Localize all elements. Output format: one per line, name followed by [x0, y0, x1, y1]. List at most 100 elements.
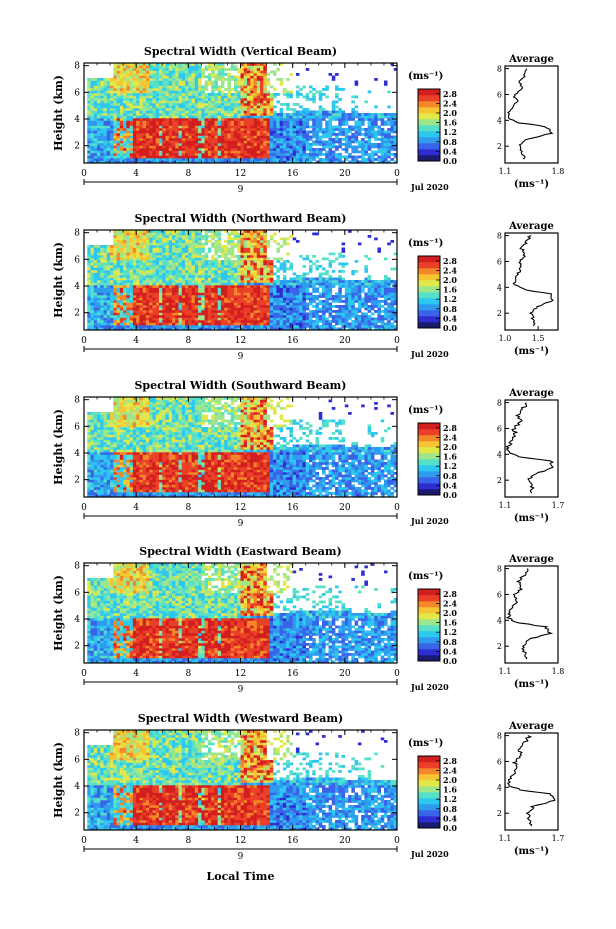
heatmap-cell: [383, 130, 388, 134]
heatmap-cell: [123, 322, 127, 326]
heatmap-cell: [357, 113, 362, 116]
heatmap-cell: [126, 282, 130, 286]
heatmap-cell: [198, 145, 202, 149]
heatmap-cell: [110, 245, 114, 248]
heatmap-cell: [260, 90, 264, 94]
heatmap-cell: [93, 115, 98, 119]
heatmap-cell: [214, 312, 218, 316]
heatmap-cell: [204, 75, 209, 79]
heatmap-cell: [136, 295, 140, 298]
heatmap-cell: [243, 265, 248, 268]
heatmap-cell: [129, 65, 134, 69]
heatmap-cell: [152, 125, 157, 129]
heatmap-cell: [142, 115, 147, 119]
heatmap-cell: [119, 75, 124, 79]
heatmap-cell: [119, 153, 124, 156]
heatmap-cell: [240, 80, 245, 84]
heatmap-cell: [87, 247, 91, 251]
heatmap-cell: [145, 277, 150, 281]
heatmap-cell: [90, 270, 95, 273]
heatmap-cell: [198, 230, 202, 233]
heatmap-cell: [110, 297, 114, 301]
heatmap-cell: [348, 113, 352, 116]
heatmap-cell: [328, 133, 333, 136]
heatmap-cell: [227, 310, 232, 313]
heatmap-cell: [243, 267, 248, 271]
heatmap-cell: [207, 100, 212, 104]
heatmap-cell: [175, 105, 179, 109]
heatmap-cell: [181, 262, 186, 266]
heatmap-cell: [233, 317, 238, 321]
heatmap-cell: [230, 118, 235, 121]
heatmap-cell: [211, 277, 215, 281]
heatmap-cell: [308, 150, 313, 154]
heatmap-cell: [178, 120, 183, 124]
heatmap-cell: [188, 242, 192, 246]
heatmap-cell: [211, 65, 215, 69]
heatmap-cell: [305, 145, 310, 149]
heatmap-cell: [256, 80, 261, 84]
heatmap-cell: [110, 123, 114, 126]
heatmap-cell: [263, 70, 267, 74]
heatmap-cell: [211, 75, 215, 79]
heatmap-cell: [322, 145, 326, 149]
heatmap-cell: [162, 297, 166, 301]
heatmap-cell: [266, 90, 271, 94]
heatmap-cell: [113, 153, 117, 156]
heatmap-cell: [158, 150, 163, 154]
heatmap-cell: [172, 140, 176, 144]
heatmap-cell: [132, 297, 137, 301]
heatmap-cell: [100, 113, 104, 116]
heatmap-cell: [198, 272, 202, 276]
heatmap-cell: [158, 235, 163, 238]
heatmap-cell: [308, 135, 313, 139]
heatmap-cell: [266, 140, 271, 144]
heatmap-cell: [289, 155, 293, 159]
heatmap-cell: [217, 145, 222, 149]
heatmap-cell: [233, 80, 238, 84]
heatmap-cell: [90, 145, 95, 149]
heatmap-cell: [201, 265, 205, 268]
heatmap-cell: [214, 257, 218, 261]
heatmap-cell: [266, 158, 271, 161]
heatmap-cell: [97, 302, 101, 306]
heatmap-cell: [348, 115, 352, 119]
heatmap-cell: [149, 95, 153, 99]
heatmap-cell: [308, 155, 313, 159]
heatmap-cell: [119, 68, 124, 71]
heatmap-cell: [230, 280, 235, 283]
heatmap-cell: [106, 277, 111, 281]
heatmap-cell: [237, 320, 241, 323]
heatmap-cell: [364, 153, 368, 156]
heatmap-cell: [145, 325, 150, 328]
heatmap-cell: [90, 133, 95, 136]
heatmap-cell: [230, 93, 235, 96]
y-tick-label: 6: [74, 88, 80, 98]
heatmap-cell: [230, 95, 235, 99]
heatmap-cell: [155, 125, 160, 129]
heatmap-cell: [292, 160, 297, 164]
heatmap-cell: [97, 103, 101, 106]
heatmap-cell: [188, 105, 192, 109]
heatmap-cell: [175, 277, 179, 281]
heatmap-cell: [103, 103, 108, 106]
heatmap-cell: [181, 285, 186, 288]
heatmap-cell: [181, 327, 186, 331]
heatmap-cell: [113, 123, 117, 126]
heatmap-cell: [367, 158, 372, 161]
heatmap-cell: [97, 297, 101, 301]
heatmap-cell: [113, 158, 117, 161]
heatmap-cell: [220, 247, 225, 251]
heatmap-cell: [136, 78, 140, 81]
heatmap-cell: [204, 325, 209, 328]
heatmap-cell: [152, 235, 157, 238]
heatmap-cell: [145, 88, 150, 91]
heatmap-cell: [155, 150, 160, 154]
heatmap-cell: [266, 78, 271, 81]
heatmap-cell: [328, 125, 333, 129]
heatmap-cell: [308, 138, 313, 141]
heatmap-cell: [279, 110, 284, 114]
heatmap-cell: [201, 125, 205, 129]
heatmap-cell: [279, 135, 284, 139]
heatmap-cell: [220, 65, 225, 69]
